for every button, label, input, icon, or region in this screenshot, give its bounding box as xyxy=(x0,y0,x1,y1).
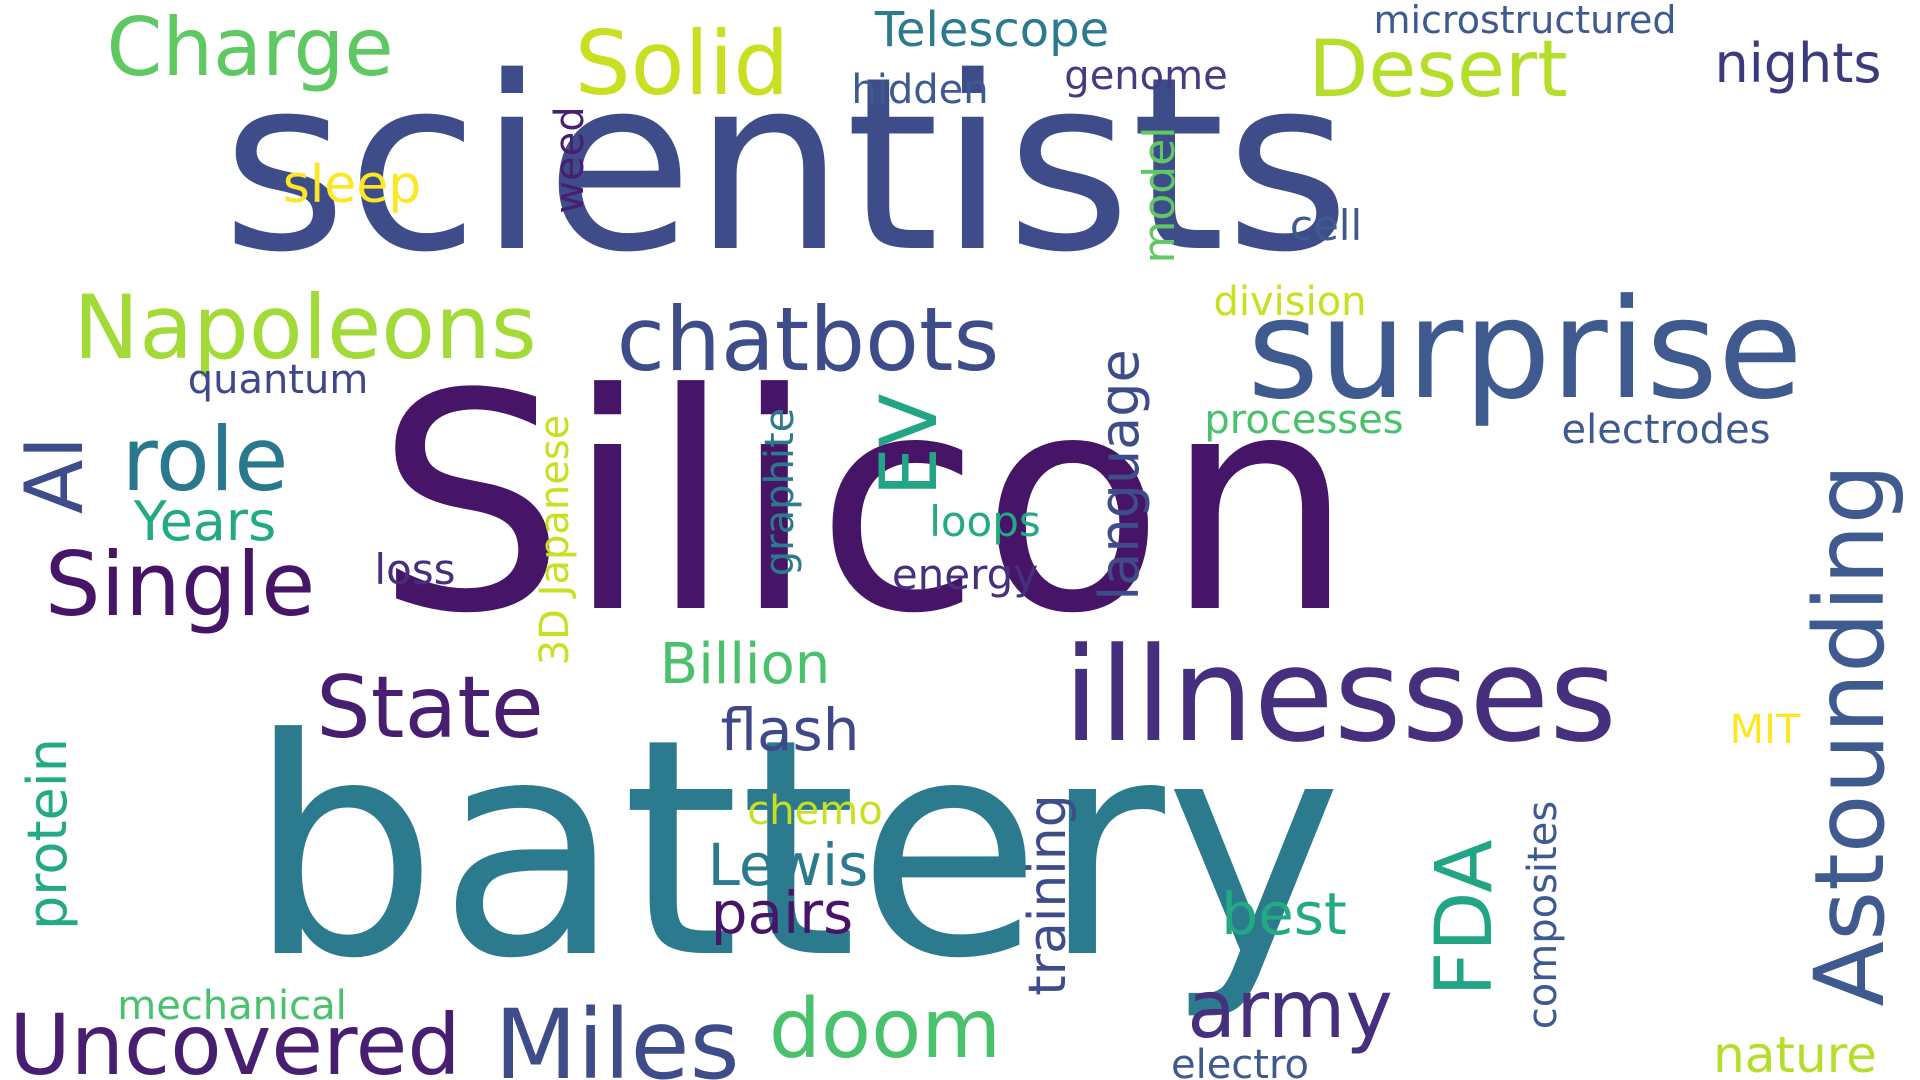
word-best: best xyxy=(1221,880,1347,948)
word-processes: processes xyxy=(1204,397,1404,443)
word-composites: composites xyxy=(1520,800,1566,1030)
word-loss: loss xyxy=(374,545,456,594)
word-single: Single xyxy=(44,533,316,636)
word-electrodes: electrodes xyxy=(1561,407,1771,453)
word-nature: nature xyxy=(1713,1026,1877,1080)
word-japanese3d: 3D Japanese xyxy=(532,414,578,666)
word-graphite: graphite xyxy=(757,407,803,577)
word-doom: doom xyxy=(768,982,1002,1077)
word-chemo: chemo xyxy=(747,788,883,834)
word-energy: energy xyxy=(891,550,1039,599)
word-fda: FDA xyxy=(1420,839,1510,997)
word-protein: protein xyxy=(16,738,79,930)
word-ai: AI xyxy=(8,435,101,515)
word-lewis: Lewis xyxy=(707,831,869,899)
word-army: army xyxy=(1187,963,1393,1056)
word-division: division xyxy=(1213,279,1367,325)
word-silicon: Silicon xyxy=(375,330,1355,679)
word-electro: electro xyxy=(1170,1042,1310,1080)
word-state: State xyxy=(316,658,544,758)
word-surprise: surprise xyxy=(1247,269,1803,430)
word-cell: cell xyxy=(1289,201,1363,250)
word-language: language xyxy=(1088,349,1151,601)
word-genome: genome xyxy=(1064,53,1228,99)
word-model: model xyxy=(1134,126,1185,264)
word-quantum: quantum xyxy=(187,357,369,403)
word-miles: Miles xyxy=(494,989,740,1080)
word-napoleons: Napoleons xyxy=(73,276,537,379)
word-chatbots: chatbots xyxy=(616,288,1000,391)
word-billion: Billion xyxy=(659,632,831,697)
word-flash: flash xyxy=(720,696,860,764)
word-charge: Charge xyxy=(106,1,394,94)
word-mechanical: mechanical xyxy=(117,983,347,1029)
word-uncovered: Uncovered xyxy=(9,996,461,1080)
word-astounding: Astounding xyxy=(1794,463,1906,1007)
word-loops: loops xyxy=(929,497,1041,546)
word-hidden: hidden xyxy=(851,67,989,113)
word-desert: Desert xyxy=(1308,25,1568,115)
word-telescope: Telescope xyxy=(874,2,1110,58)
word-microstructured: microstructured xyxy=(1373,0,1677,42)
word-pairs: pairs xyxy=(710,879,854,947)
word-weed: weed xyxy=(547,106,593,214)
word-training: training xyxy=(1018,794,1078,996)
word-role: role xyxy=(121,408,289,511)
word-solid: Solid xyxy=(574,12,790,115)
word-nights: nights xyxy=(1714,32,1882,95)
word-ev: EV xyxy=(865,393,955,497)
word-sleep: sleep xyxy=(282,155,422,215)
word-battery: battery xyxy=(247,675,1343,1024)
word-scientists: scientists xyxy=(221,25,1351,305)
word-illnesses: illnesses xyxy=(1063,619,1617,771)
word-years: Years xyxy=(133,490,277,553)
word-mit: MIT xyxy=(1729,707,1801,753)
